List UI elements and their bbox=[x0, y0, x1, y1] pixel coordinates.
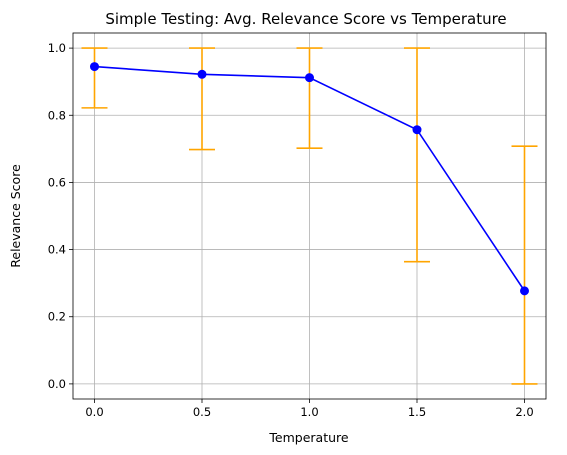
x-axis-label: Temperature bbox=[268, 430, 348, 445]
y-tick-label: 0.0 bbox=[48, 377, 66, 391]
y-tick-label: 0.8 bbox=[48, 108, 66, 122]
y-tick-label: 1.0 bbox=[48, 41, 66, 55]
y-axis-label: Relevance Score bbox=[8, 164, 23, 268]
error-bar bbox=[81, 47, 108, 109]
y-tick-label: 0.6 bbox=[48, 175, 66, 189]
x-tick-label: 1.5 bbox=[408, 405, 426, 419]
y-tick-label: 0.4 bbox=[48, 243, 66, 257]
x-tick-label: 0.5 bbox=[193, 405, 211, 419]
data-point bbox=[520, 286, 529, 296]
data-point bbox=[305, 73, 314, 83]
error-bar bbox=[189, 47, 215, 151]
error-bar bbox=[296, 47, 323, 149]
x-tick-label: 0.0 bbox=[85, 405, 103, 419]
error-bar bbox=[404, 47, 430, 263]
x-tick-label: 1.0 bbox=[300, 405, 318, 419]
chart-title: Simple Testing: Avg. Relevance Score vs … bbox=[105, 10, 506, 28]
data-series bbox=[90, 62, 529, 296]
x-axis-ticks: 0.0 0.5 1.0 1.5 2.0 bbox=[85, 399, 534, 419]
y-tick-label: 0.2 bbox=[48, 310, 66, 324]
data-point bbox=[412, 125, 422, 135]
error-bar bbox=[511, 145, 538, 385]
y-axis-ticks: 0.0 0.2 0.4 0.6 0.8 1.0 bbox=[48, 41, 73, 391]
data-point bbox=[197, 69, 207, 79]
x-tick-label: 2.0 bbox=[515, 405, 533, 419]
data-point bbox=[90, 62, 99, 72]
error-bars bbox=[81, 47, 538, 385]
